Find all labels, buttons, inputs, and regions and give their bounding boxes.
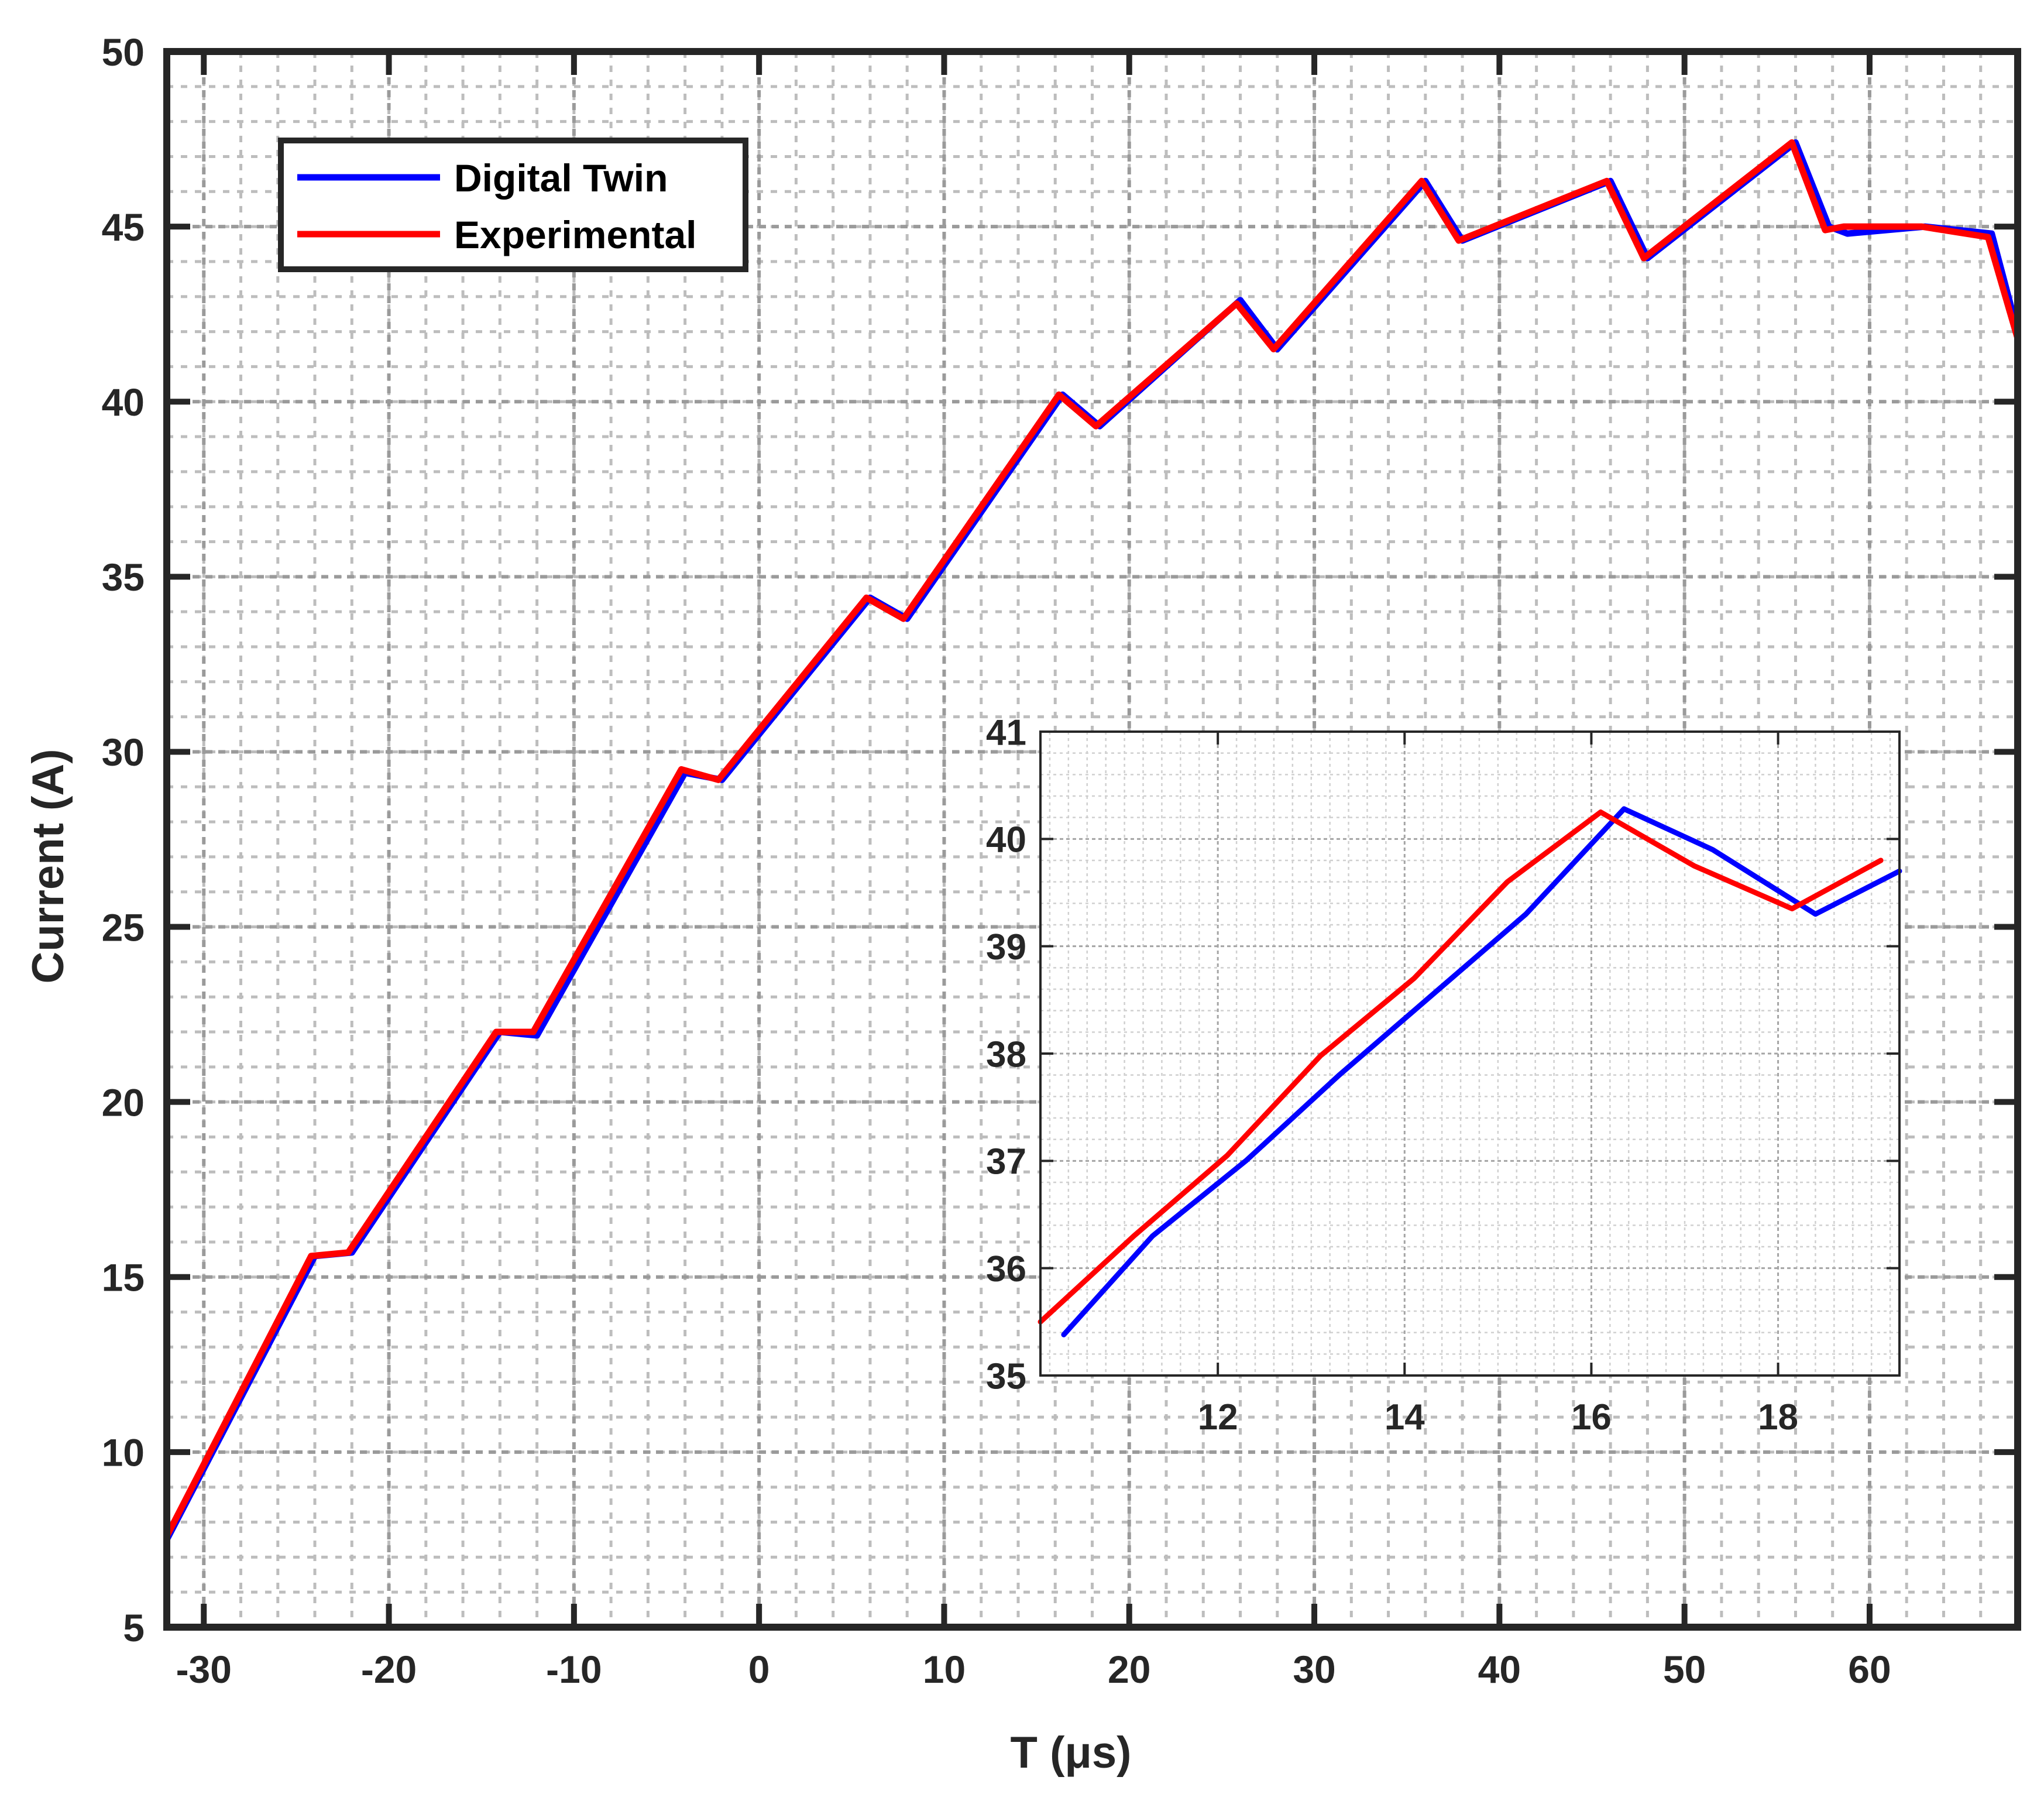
x-tick-label: 12: [1198, 1397, 1238, 1438]
x-tick-label: 14: [1385, 1397, 1425, 1438]
inset-x-tick-labels: 12 14 16 18: [1198, 1397, 1798, 1438]
x-tick-label: 40: [1478, 1648, 1521, 1691]
main-ticks: [167, 49, 2018, 1630]
x-tick-label: 60: [1848, 1648, 1891, 1691]
y-tick-label: 35: [102, 555, 145, 599]
y-tick-label: 36: [986, 1249, 1026, 1289]
legend-label-experimental: Experimental: [454, 213, 697, 256]
y-tick-label: 15: [102, 1256, 145, 1299]
inset-series-line-1: [1038, 809, 1884, 1325]
legend: Digital Twin Experimental: [278, 138, 748, 272]
y-tick-label: 38: [986, 1034, 1026, 1075]
x-tick-label: -20: [361, 1648, 417, 1691]
y-tick-label: 39: [986, 927, 1026, 968]
x-tick-label: 0: [748, 1648, 770, 1691]
main-y-tick-labels: 5 10 15 20 25 30 35 40 45 50: [102, 30, 145, 1649]
y-tick-label: 40: [102, 380, 145, 424]
y-tick-label: 20: [102, 1080, 145, 1124]
y-tick-label: 5: [123, 1606, 145, 1649]
y-axis-title: Current (A): [23, 749, 73, 983]
y-tick-label: 10: [102, 1431, 145, 1474]
x-tick-label: 50: [1663, 1648, 1706, 1691]
y-tick-label: 50: [102, 30, 145, 74]
main-plot-frame: [163, 48, 2021, 1631]
x-tick-label: 18: [1758, 1397, 1798, 1438]
y-tick-label: 45: [102, 205, 145, 249]
y-tick-label: 30: [102, 730, 145, 774]
inset-y-tick-labels: 35 36 37 38 39 40 41: [986, 712, 1026, 1397]
y-tick-label: 40: [986, 820, 1026, 860]
x-axis-title: T (μs): [1011, 1728, 1132, 1778]
main-x-tick-labels: -30 -20 -10 0 10 20 30 40 50 60: [176, 1648, 1891, 1691]
y-tick-label: 25: [102, 905, 145, 949]
x-tick-label: 10: [923, 1648, 966, 1691]
inset-series: [1038, 806, 1902, 1337]
y-tick-label: 41: [986, 712, 1026, 753]
x-tick-label: -30: [176, 1648, 232, 1691]
legend-box: [278, 138, 748, 272]
inset-series-line-0: [1061, 806, 1902, 1337]
x-tick-label: 20: [1108, 1648, 1150, 1691]
y-tick-label: 37: [986, 1142, 1026, 1182]
y-tick-label: 35: [986, 1356, 1026, 1397]
legend-label-digital-twin: Digital Twin: [454, 156, 668, 200]
inset-plot: 12 14 16 18 35 36 37 38 39 40 41: [986, 712, 1902, 1438]
main-series-line-1: [163, 139, 2021, 1539]
x-tick-label: -10: [546, 1648, 602, 1691]
main-series: [163, 139, 2021, 1543]
x-tick-label: 16: [1571, 1397, 1612, 1438]
x-tick-label: 30: [1293, 1648, 1335, 1691]
inset-ticks: [1040, 730, 1899, 1377]
